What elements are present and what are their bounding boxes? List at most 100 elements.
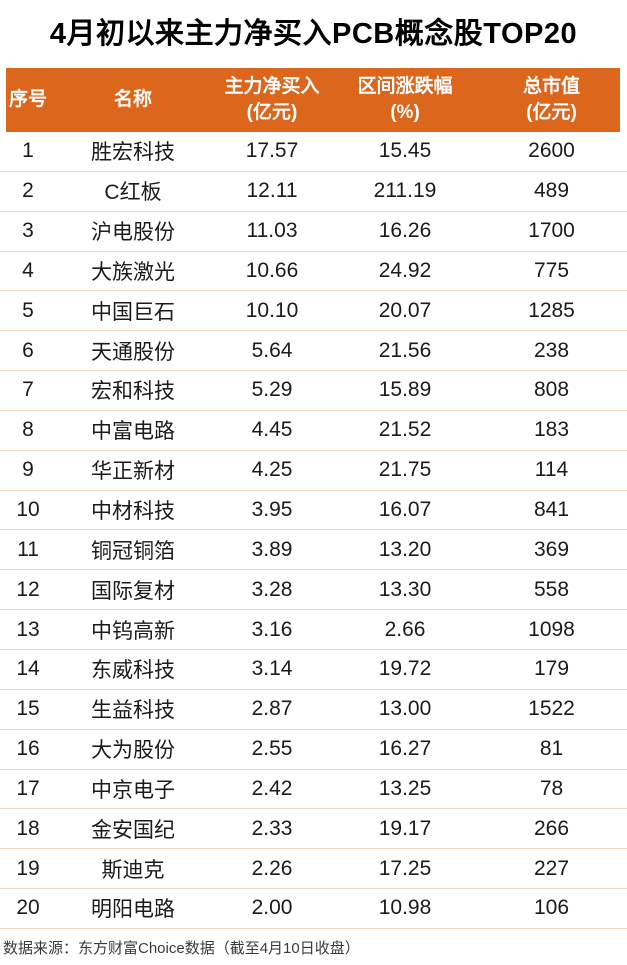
col-header-market-cap-label: 总市值	[522, 76, 580, 97]
cell-name: 中京电子	[91, 778, 175, 802]
col-header-net-buy: 主力净买入 (亿元)	[210, 74, 334, 126]
table-row: 2 C红板 12.11 211.19 489	[0, 172, 627, 212]
cell-rank: 12	[16, 577, 40, 601]
cell-rank: 5	[22, 298, 34, 322]
cell-change_pct: 15.89	[378, 378, 432, 402]
cell-rank: 4	[22, 258, 34, 282]
col-header-change-pct: 区间涨跌幅 (%)	[334, 74, 476, 126]
table-row: 11 铜冠铜箔 3.89 13.20 369	[0, 530, 627, 571]
cell-market_cap: 81	[539, 737, 564, 761]
cell-change_pct: 17.25	[378, 856, 432, 880]
cell-rank: 8	[22, 418, 34, 442]
cell-change_pct: 15.45	[378, 139, 432, 163]
cell-change_pct: 19.72	[378, 657, 432, 681]
cell-change_pct: 211.19	[373, 179, 437, 203]
cell-market_cap: 183	[533, 418, 570, 442]
cell-rank: 10	[16, 498, 40, 522]
cell-rank: 13	[16, 617, 40, 641]
cell-market_cap: 106	[533, 896, 570, 920]
cell-rank: 6	[22, 338, 34, 362]
cell-name: 天通股份	[91, 340, 175, 364]
cell-rank: 7	[22, 378, 34, 402]
table-row: 17 中京电子 2.42 13.25 78	[0, 770, 627, 810]
cell-market_cap: 2600	[528, 139, 575, 163]
cell-net_buy: 12.11	[246, 179, 298, 203]
cell-rank: 18	[16, 816, 40, 840]
cell-name: 铜冠铜箔	[91, 539, 175, 563]
table-row: 8 中富电路 4.45 21.52 183	[0, 411, 627, 451]
cell-net_buy: 2.33	[251, 816, 293, 840]
table-row: 4 大族激光 10.66 24.92 775	[0, 252, 627, 292]
cell-net_buy: 3.14	[251, 657, 293, 681]
col-header-name-label: 名称	[113, 89, 152, 110]
cell-market_cap: 1522	[528, 697, 575, 721]
cell-change_pct: 16.27	[378, 737, 432, 761]
cell-rank: 1	[22, 139, 34, 163]
cell-name: 东威科技	[91, 659, 175, 683]
cell-name: 中富电路	[91, 420, 175, 444]
cell-net_buy: 11.03	[246, 219, 298, 243]
cell-change_pct: 16.07	[378, 498, 432, 522]
table-row: 10 中材科技 3.95 16.07 841	[0, 491, 627, 531]
cell-name: 金安国纪	[91, 818, 175, 842]
cell-market_cap: 808	[533, 378, 570, 402]
table-row: 1 胜宏科技 17.57 15.45 2600	[0, 132, 627, 172]
cell-net_buy: 3.28	[251, 577, 293, 601]
cell-name: C红板	[104, 181, 162, 205]
col-header-name: 名称	[56, 87, 210, 113]
cell-net_buy: 2.42	[251, 776, 293, 800]
cell-name: 沪电股份	[91, 221, 175, 245]
cell-rank: 16	[16, 737, 40, 761]
cell-market_cap: 841	[533, 498, 570, 522]
cell-rank: 19	[16, 856, 40, 880]
cell-rank: 3	[22, 219, 34, 243]
table-row: 6 天通股份 5.64 21.56 238	[0, 331, 627, 372]
cell-net_buy: 2.87	[251, 697, 293, 721]
table-body: 1 胜宏科技 17.57 15.45 2600 2 C红板 12.11 211.19 489 3 沪电…	[0, 132, 627, 929]
col-header-rank: 序号	[0, 87, 56, 113]
col-header-market-cap: 总市值 (亿元)	[476, 74, 627, 126]
table-row: 14 东威科技 3.14 19.72 179	[0, 650, 627, 690]
table-row: 15 生益科技 2.87 13.00 1522	[0, 690, 627, 730]
cell-change_pct: 19.17	[378, 816, 432, 840]
cell-name: 中材科技	[91, 500, 175, 524]
cell-change_pct: 21.75	[378, 458, 432, 482]
cell-name: 斯迪克	[101, 858, 165, 882]
col-header-change-pct-unit: (%)	[390, 102, 420, 123]
page-title: 4月初以来主力净买入PCB概念股TOP20	[49, 18, 578, 50]
cell-net_buy: 5.64	[251, 338, 293, 362]
cell-market_cap: 238	[533, 338, 570, 362]
cell-market_cap: 1285	[528, 298, 575, 322]
col-header-market-cap-unit: (亿元)	[526, 102, 577, 123]
cell-market_cap: 266	[533, 816, 570, 840]
cell-net_buy: 2.00	[251, 896, 293, 920]
cell-rank: 9	[22, 458, 34, 482]
table-row: 19 斯迪克 2.26 17.25 227	[0, 849, 627, 890]
table-row: 3 沪电股份 11.03 16.26 1700	[0, 212, 627, 252]
table-row: 20 明阳电路 2.00 10.98 106	[0, 889, 627, 929]
cell-rank: 11	[17, 537, 39, 561]
col-header-change-pct-label: 区间涨跌幅	[357, 76, 453, 97]
cell-change_pct: 10.98	[378, 896, 432, 920]
cell-rank: 14	[16, 657, 40, 681]
cell-change_pct: 24.92	[378, 258, 432, 282]
col-header-rank-label: 序号	[8, 89, 47, 110]
cell-market_cap: 1098	[528, 617, 575, 641]
cell-net_buy: 3.16	[251, 617, 293, 641]
cell-market_cap: 227	[533, 856, 570, 880]
cell-change_pct: 13.25	[378, 776, 432, 800]
cell-market_cap: 369	[533, 537, 570, 561]
cell-market_cap: 1700	[528, 219, 575, 243]
table-row: 16 大为股份 2.55 16.27 81	[0, 730, 627, 770]
table-row: 13 中钨高新 3.16 2.66 1098	[0, 610, 627, 650]
cell-name: 大为股份	[91, 739, 175, 763]
data-source-note: 数据来源：东方财富Choice数据（截至4月10日收盘）	[3, 939, 360, 957]
cell-rank: 15	[16, 697, 40, 721]
cell-net_buy: 2.55	[251, 737, 293, 761]
cell-market_cap: 78	[539, 776, 564, 800]
cell-net_buy: 3.95	[251, 498, 293, 522]
cell-change_pct: 21.56	[378, 338, 432, 362]
cell-name: 国际复材	[91, 579, 175, 603]
table-row: 12 国际复材 3.28 13.30 558	[0, 570, 627, 611]
